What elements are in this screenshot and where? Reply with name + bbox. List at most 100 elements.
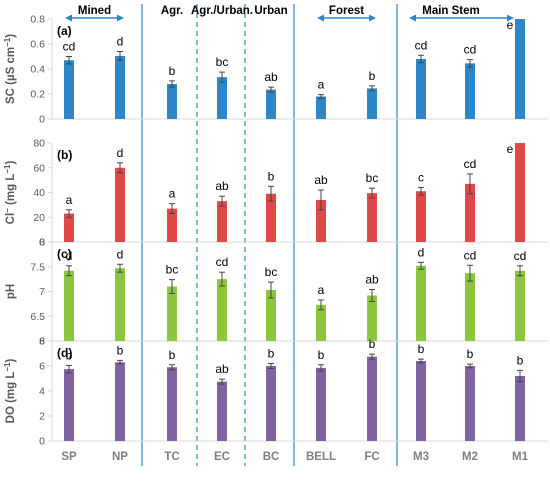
bar-BELL-3 [316,367,326,441]
bar-BC-2 [266,290,276,341]
bar-M2-1 [465,183,475,242]
significance-letter-M2-0: cd [464,43,477,57]
y-tick-label-0-3: 0.6 [30,39,45,51]
y-axis-label-part: −1 [3,164,12,174]
bar-FC-0 [367,88,377,119]
bar-TC-2 [167,286,177,341]
group-label-5: Main Stem [422,5,480,17]
bar-M1-3 [515,376,525,441]
group-arrow-left-head-4 [317,14,324,22]
significance-letter-M3-1: c [418,171,424,185]
significance-letter-FC-3: b [369,337,376,351]
group-label-4: Forest [329,5,364,17]
group-arrow-left-head-0 [65,14,72,22]
bar-NP-2 [115,268,125,341]
bar-SP-1 [64,213,74,242]
significance-letter-FC-2: ab [365,273,379,287]
bar-M1-2 [515,270,525,341]
bar-M1-0 [515,19,525,119]
significance-letter-FC-0: b [369,69,376,83]
significance-letter-M1-2: cd [514,249,527,263]
y-axis-label-part: −1 [3,37,12,47]
group-label-2: Agr./Urban. [191,5,253,17]
x-tick-label-M2: M2 [462,451,478,463]
y-tick-label-1-3: 60 [33,162,45,174]
significance-letter-EC-0: bc [216,55,229,69]
bar-EC-1 [217,201,227,242]
y-tick-label-3-4: 8 [39,336,45,348]
bar-EC-3 [217,381,227,441]
y-axis-label-part: Cl [5,213,17,225]
y-axis-label-0: SC (µS cm−1) [3,34,17,104]
y-tick-label-1-1: 20 [33,212,45,224]
x-tick-label-TC: TC [164,451,179,463]
y-tick-label-1-0: 0 [39,237,45,249]
y-tick-label-2-2: 7 [39,286,45,298]
significance-letter-M2-3: b [467,347,474,361]
significance-letter-M2-2: cd [464,248,477,262]
y-axis-label-part: ) [5,34,17,38]
significance-letter-M2-1: cd [464,157,477,171]
bar-BELL-2 [316,304,326,341]
bar-M3-3 [416,361,426,441]
y-axis-label-part: ) [5,161,17,165]
bar-BELL-1 [316,199,326,242]
significance-letter-SP-0: cd [63,40,76,54]
bar-BC-1 [266,193,276,242]
y-axis-label-part: pH [5,284,17,299]
bar-M3-0 [416,59,426,119]
significance-letter-M1-0: e [507,18,514,32]
x-tick-label-BELL: BELL [306,451,336,463]
bar-SP-0 [64,60,74,119]
bar-M1-1 [515,143,525,242]
bar-SP-3 [64,369,74,441]
significance-letter-BELL-1: ab [314,173,328,187]
bar-M2-0 [465,63,475,119]
significance-letter-EC-1: ab [215,179,229,193]
y-axis-label-part: − [3,208,12,213]
y-tick-label-3-1: 2 [39,411,45,423]
significance-letter-NP-2: d [117,247,124,261]
bar-BC-3 [266,366,276,441]
significance-letter-BC-0: ab [264,70,278,84]
panel-label-1: (b) [57,148,72,162]
group-arrow-left-head-5 [409,14,416,22]
bar-NP-3 [115,362,125,441]
significance-letter-EC-3: ab [215,362,229,376]
bar-M3-2 [416,265,426,341]
x-tick-label-SP: SP [61,451,77,463]
y-axis-label-2: pH [5,284,17,299]
bar-FC-3 [367,356,377,441]
x-tick-label-FC: FC [364,451,379,463]
significance-letter-M3-0: cd [415,38,428,52]
x-tick-label-M1: M1 [512,451,529,463]
significance-letter-FC-1: bc [366,171,379,185]
y-tick-label-2-3: 7.5 [30,261,45,273]
panel-label-2: (c) [57,247,72,261]
significance-letter-SP-3: b [66,348,73,362]
bar-FC-1 [367,193,377,242]
x-tick-label-NP: NP [112,451,128,463]
y-axis-label-part: (mg L [5,174,17,209]
panel-label-3: (d) [57,346,72,360]
group-arrow-right-head-0 [117,14,124,22]
y-axis-label-part: ) [5,358,17,362]
panel-label-0: (a) [57,24,72,38]
y-axis-label-part: −1 [3,362,12,372]
significance-letter-TC-3: b [169,348,176,362]
y-tick-label-3-2: 4 [39,386,45,398]
y-tick-label-1-4: 80 [33,138,45,150]
significance-letter-TC-2: bc [166,263,179,277]
bar-TC-0 [167,84,177,119]
y-axis-label-part: DO (mg L [5,372,17,424]
x-tick-label-EC: EC [214,451,230,463]
bar-NP-1 [115,167,125,242]
bar-M2-3 [465,366,475,441]
bar-NP-0 [115,55,125,119]
bar-FC-2 [367,295,377,341]
significance-letter-SP-2: d [66,249,73,263]
y-axis-label-3: DO (mg L−1) [3,358,17,423]
y-axis-label-part: SC (µS cm [5,47,17,104]
bar-EC-0 [217,77,227,119]
significance-letter-BELL-3: b [318,348,325,362]
